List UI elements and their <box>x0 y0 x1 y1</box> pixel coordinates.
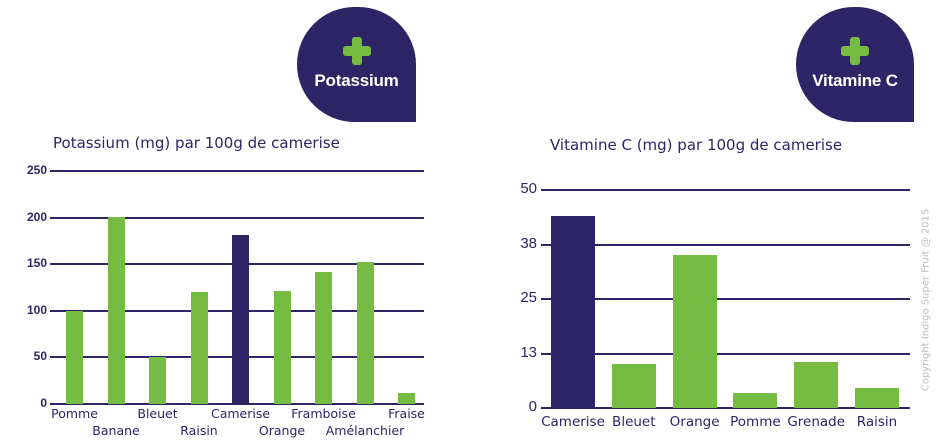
vitamin-c-chart-title: Vitamine C (mg) par 100g de camerise <box>550 136 843 154</box>
y-tick-label: 0 <box>528 398 537 415</box>
gridline <box>541 407 910 409</box>
y-tick-label: 38 <box>520 234 537 252</box>
bar-grenade <box>794 362 839 408</box>
y-tick-label: 150 <box>26 256 47 271</box>
gridline <box>541 298 910 300</box>
bar-orange <box>273 291 291 404</box>
x-tick-label: Orange <box>669 414 720 430</box>
bar-pomme <box>733 392 778 408</box>
y-tick-label: 250 <box>26 163 47 177</box>
copyright-text: Copyright Indigo Super Fruit @ 2015 <box>920 208 932 392</box>
gridline <box>541 352 910 355</box>
x-tick-label: Amélanchier <box>325 423 405 438</box>
x-tick-label: Bleuet <box>137 406 178 421</box>
x-tick-label: Raisin <box>856 414 898 430</box>
vitamin-c-badge: Vitamine C <box>796 7 914 122</box>
x-tick-label: Pomme <box>51 406 98 421</box>
y-tick-label: 50 <box>33 349 47 364</box>
x-tick-label: Raisin <box>180 423 218 438</box>
vitamin-c-badge-label: Vitamine C <box>812 71 898 90</box>
y-tick-label: 50 <box>520 180 537 197</box>
y-tick-label: 200 <box>26 209 47 224</box>
bar-amélanchier <box>356 262 374 404</box>
x-tick-label: Orange <box>258 423 306 438</box>
bar-banane <box>107 216 125 404</box>
y-tick-label: 100 <box>26 302 47 317</box>
bar-orange <box>672 255 717 408</box>
x-tick-label: Banane <box>92 423 140 438</box>
x-tick-label: Camerise <box>210 406 271 421</box>
plus-icon <box>841 37 869 65</box>
plus-icon <box>342 37 371 65</box>
y-tick-label: 25 <box>520 289 537 306</box>
bar-framboise <box>315 271 332 404</box>
bar-bleuet <box>611 364 656 408</box>
y-tick-label: 13 <box>520 343 537 361</box>
bar-camerise <box>551 216 595 408</box>
potassium-badge: Potassium <box>297 7 416 122</box>
potassium-chart-title: Potassium (mg) par 100g de camerise <box>53 134 340 152</box>
x-tick-label: Grenade <box>787 414 846 430</box>
bar-pomme <box>66 310 83 404</box>
gridline <box>50 403 424 405</box>
x-tick-label: Pomme <box>730 414 781 430</box>
bar-bleuet <box>149 357 166 404</box>
potassium-badge-label: Potassium <box>314 71 399 90</box>
bar-fraise <box>398 392 415 404</box>
bar-camerise <box>232 235 249 404</box>
x-tick-label: Fraise <box>388 406 425 421</box>
gridline <box>541 189 910 191</box>
y-tick-label: 0 <box>40 396 47 410</box>
x-tick-label: Camerise <box>541 414 605 430</box>
bar-raisin <box>855 388 899 408</box>
x-tick-label: Bleuet <box>612 414 656 430</box>
gridline <box>50 216 424 219</box>
bar-raisin <box>190 292 208 404</box>
x-tick-label: Framboise <box>291 406 356 421</box>
gridline <box>541 243 910 246</box>
gridline <box>50 170 424 172</box>
